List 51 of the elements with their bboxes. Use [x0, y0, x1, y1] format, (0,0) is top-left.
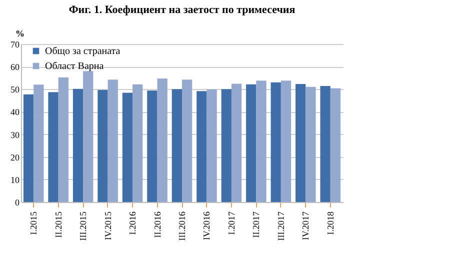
x-tick-label: III.2017 [276, 211, 286, 241]
bar [48, 92, 58, 202]
y-tick-label: 10 [10, 174, 20, 185]
x-tick-label: II.2016 [152, 211, 162, 238]
bar [196, 91, 207, 202]
x-tick-label: I.2016 [128, 211, 138, 235]
bar [306, 86, 316, 202]
y-tick-label: 20 [10, 152, 20, 162]
bar [320, 86, 330, 202]
bar [122, 92, 133, 202]
bar [256, 80, 266, 202]
bar [98, 90, 108, 202]
x-tick-label: I.2017 [226, 211, 236, 235]
bar [270, 82, 281, 202]
bar [23, 94, 34, 202]
bar [330, 88, 341, 202]
legend-label: Общо за страната [45, 46, 121, 57]
bar [221, 89, 232, 202]
bar [296, 84, 306, 202]
x-tick-label: I.2018 [325, 211, 336, 235]
bar [206, 89, 217, 202]
x-tick-label: III.2015 [78, 211, 88, 241]
x-tick-label: II.2015 [53, 211, 64, 238]
y-tick-label: 70 [10, 40, 20, 50]
x-tick-label: IV.2016 [202, 211, 212, 240]
x-tick-label: IV.2015 [102, 211, 113, 240]
bar [83, 71, 94, 202]
bar [231, 84, 242, 202]
y-tick-label: 50 [10, 84, 20, 95]
bar [58, 77, 68, 202]
x-tick-label: I.2015 [28, 211, 39, 235]
x-tick-label: IV.2017 [300, 211, 311, 240]
legend-label: Област Варна [45, 61, 104, 72]
bar [132, 84, 143, 202]
bar [182, 80, 192, 202]
bar [108, 80, 118, 202]
chart-title: Фиг. 1. Коефициент на заетост по тримесечия [68, 4, 296, 16]
bar [34, 84, 44, 202]
x-tick-label: III.2016 [177, 211, 187, 241]
bar [72, 88, 84, 202]
y-axis-title: % [16, 28, 24, 38]
y-tick-label: 0 [15, 198, 20, 208]
bar [147, 90, 158, 202]
bar [172, 89, 182, 202]
x-tick-label: II.2017 [251, 211, 262, 238]
bar [246, 84, 256, 202]
bar [280, 80, 292, 202]
bar [157, 78, 168, 202]
y-tick-label: 30 [10, 130, 20, 140]
y-tick-label: 40 [10, 107, 20, 118]
y-tick-label: 60 [10, 62, 20, 72]
